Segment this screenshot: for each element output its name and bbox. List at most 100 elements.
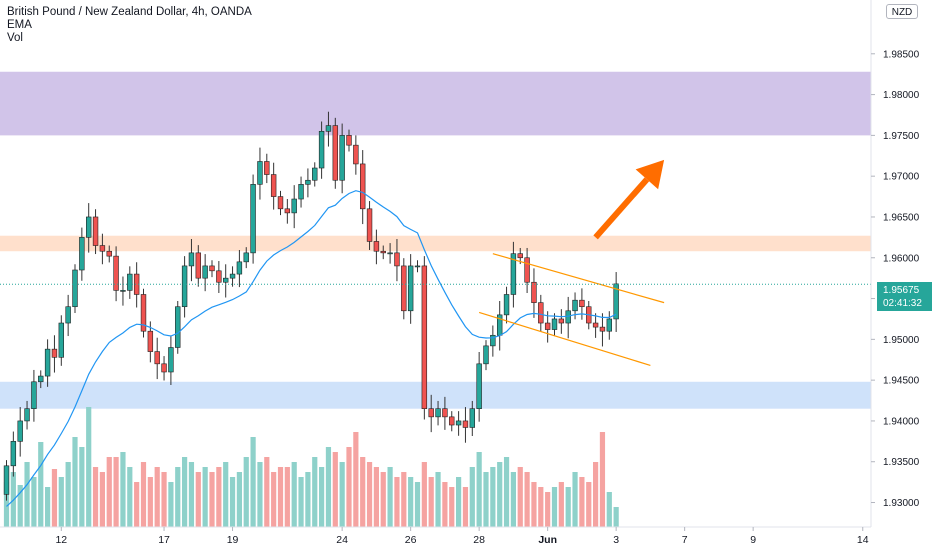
candle[interactable] xyxy=(558,309,565,334)
candle[interactable] xyxy=(394,238,400,282)
candle[interactable] xyxy=(510,241,517,308)
candle[interactable] xyxy=(120,276,126,306)
candle[interactable] xyxy=(72,264,78,313)
currency-badge[interactable]: NZD xyxy=(886,4,918,19)
channel-upper-line[interactable] xyxy=(492,253,665,304)
candle[interactable] xyxy=(168,335,174,385)
candle[interactable] xyxy=(551,313,558,336)
candle[interactable] xyxy=(161,356,167,381)
candle[interactable] xyxy=(229,266,236,287)
resistance-zone[interactable] xyxy=(0,71,871,136)
candle[interactable] xyxy=(86,203,92,253)
candle[interactable] xyxy=(92,209,99,255)
candle[interactable] xyxy=(312,162,318,187)
candle[interactable] xyxy=(250,174,256,264)
candle[interactable] xyxy=(442,396,448,430)
candle[interactable] xyxy=(17,407,23,457)
candle[interactable] xyxy=(147,321,154,363)
candle[interactable] xyxy=(414,260,421,273)
candle[interactable] xyxy=(455,411,462,436)
candle[interactable] xyxy=(359,150,366,225)
candle[interactable] xyxy=(236,250,243,288)
candle[interactable] xyxy=(298,176,304,208)
candle[interactable] xyxy=(202,254,208,292)
candle[interactable] xyxy=(613,272,619,332)
candle[interactable] xyxy=(209,260,215,278)
candle[interactable] xyxy=(188,238,195,282)
candle[interactable] xyxy=(277,190,284,216)
candle[interactable] xyxy=(31,369,37,422)
candle[interactable] xyxy=(332,117,338,189)
candle[interactable] xyxy=(51,335,58,373)
candle[interactable] xyxy=(428,394,434,433)
candle[interactable] xyxy=(579,288,585,320)
candle[interactable] xyxy=(565,296,571,339)
candle[interactable] xyxy=(291,185,297,229)
candle[interactable] xyxy=(195,245,201,287)
candle[interactable] xyxy=(373,229,380,265)
candle[interactable] xyxy=(366,201,373,250)
candle[interactable] xyxy=(592,313,599,338)
candle[interactable] xyxy=(154,337,160,380)
candle[interactable] xyxy=(38,370,44,389)
candle[interactable] xyxy=(353,135,359,175)
candle[interactable] xyxy=(175,301,181,354)
mid-zone[interactable] xyxy=(0,235,871,252)
candle[interactable] xyxy=(503,286,510,324)
candle[interactable] xyxy=(346,129,352,152)
candle[interactable] xyxy=(449,411,455,432)
candle[interactable] xyxy=(318,121,325,179)
volume-indicator-label[interactable]: Vol xyxy=(7,32,23,44)
candle[interactable] xyxy=(469,400,475,436)
candle[interactable] xyxy=(181,256,188,318)
candle[interactable] xyxy=(476,351,482,422)
candle[interactable] xyxy=(10,431,17,477)
candle[interactable] xyxy=(284,199,291,224)
candle[interactable] xyxy=(435,400,441,426)
candle[interactable] xyxy=(79,227,85,281)
candle[interactable] xyxy=(133,262,140,308)
candle[interactable] xyxy=(544,311,551,343)
candle[interactable] xyxy=(216,261,222,294)
candle[interactable] xyxy=(531,268,537,318)
bullish-arrow-shaft[interactable] xyxy=(593,177,650,240)
candle[interactable] xyxy=(99,233,106,265)
candle[interactable] xyxy=(65,294,71,337)
ema-indicator-label[interactable]: EMA xyxy=(7,19,32,31)
candle[interactable] xyxy=(257,147,263,200)
candle[interactable] xyxy=(106,245,112,263)
candle[interactable] xyxy=(223,264,229,298)
candle[interactable] xyxy=(387,243,393,264)
candle[interactable] xyxy=(606,311,613,340)
candle[interactable] xyxy=(58,315,65,366)
candle[interactable] xyxy=(127,266,133,299)
candle[interactable] xyxy=(24,400,30,430)
candle[interactable] xyxy=(524,247,530,294)
candle[interactable] xyxy=(140,288,147,338)
candle[interactable] xyxy=(113,246,119,302)
support-zone[interactable] xyxy=(0,381,871,409)
candle[interactable] xyxy=(538,294,544,332)
symbol-title[interactable]: British Pound / New Zealand Dollar, 4h, … xyxy=(7,6,252,18)
candle[interactable] xyxy=(243,247,249,269)
channel-lower-line[interactable] xyxy=(478,311,651,367)
candle[interactable] xyxy=(339,123,345,194)
candle[interactable] xyxy=(483,340,489,371)
candle[interactable] xyxy=(407,254,414,324)
candle[interactable] xyxy=(380,245,386,260)
candle[interactable] xyxy=(462,407,469,443)
candle[interactable] xyxy=(496,301,503,351)
bullish-arrow-head[interactable] xyxy=(635,159,665,190)
candle[interactable] xyxy=(264,153,270,184)
candle[interactable] xyxy=(325,111,332,147)
candle[interactable] xyxy=(270,162,277,210)
candle[interactable] xyxy=(44,339,51,387)
candle[interactable] xyxy=(401,258,407,320)
candle[interactable] xyxy=(421,256,428,420)
candle[interactable] xyxy=(599,313,606,347)
candle[interactable] xyxy=(305,168,311,198)
candle[interactable] xyxy=(490,325,496,357)
candle[interactable] xyxy=(3,460,10,501)
